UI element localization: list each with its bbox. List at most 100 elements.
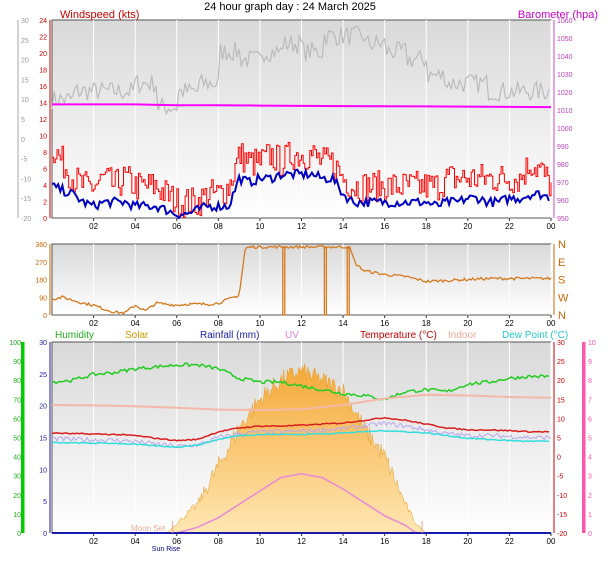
temperature-tick-label: 10 — [557, 416, 565, 423]
humidity-tick-label: 90 — [13, 359, 21, 366]
uv-tick-label: 8 — [588, 378, 592, 385]
baro-right-tick-label: 1030 — [557, 72, 573, 79]
temperature-tick-label: -20 — [557, 531, 567, 538]
rainfall-tick-label: 20 — [39, 404, 47, 411]
uv-tick-label: 3 — [588, 474, 592, 481]
rainfall-tick-label: 0 — [43, 531, 47, 538]
humidity-tick-label: 30 — [13, 474, 21, 481]
legend-item: UV — [285, 330, 299, 341]
uv-tick-label: 6 — [588, 416, 592, 423]
uv-line — [176, 473, 417, 534]
temperature-tick-label: 30 — [557, 340, 565, 347]
humidity-tick-label: 100 — [9, 340, 21, 347]
env-xtick-label: 04 — [131, 537, 140, 546]
wind-xtick-label: 04 — [131, 222, 140, 231]
uv-tick-label: 9 — [588, 359, 592, 366]
rainfall-tick-label: 15 — [39, 436, 47, 443]
wind-outer-tick-label: 5 — [21, 117, 25, 124]
baro-right-tick-label: 950 — [557, 216, 569, 223]
winddir-left-tick-label: 270 — [35, 260, 47, 267]
humidity-tick-label: 10 — [13, 512, 21, 519]
winddir-xtick-label: 12 — [297, 319, 306, 328]
winddir-compass-label: W — [558, 292, 569, 304]
wind-left-tick-label: 24 — [39, 18, 47, 25]
windspeed-average-line — [51, 167, 550, 220]
baro-right-tick-label: 1010 — [557, 108, 573, 115]
wind-left-tick-label: 0 — [43, 216, 47, 223]
uv-tick-label: 7 — [588, 397, 592, 404]
legend-item: Humidity — [55, 330, 94, 341]
indoor-temperature-line — [51, 393, 552, 412]
wind-outer-tick-label: 30 — [21, 18, 29, 25]
windspeed-gust-line — [52, 141, 552, 219]
winddir-compass-label: N — [558, 310, 566, 322]
wind-xtick-label: 10 — [255, 222, 264, 231]
wind-left-tick-label: 2 — [43, 200, 47, 207]
temperature-tick-label: 15 — [557, 397, 565, 404]
winddir-xtick-label: 10 — [255, 319, 264, 328]
wind-outer-tick-label: 0 — [21, 137, 25, 144]
legend-item: Temperature (°C) — [360, 330, 437, 341]
sun-rise-annotation: Sun Rise — [152, 546, 181, 553]
winddir-xtick-label: 08 — [214, 319, 223, 328]
winddir-xtick-label: 22 — [505, 319, 514, 328]
wind-outer-tick-label: -15 — [21, 196, 31, 203]
rainfall-tick-label: 5 — [43, 499, 47, 506]
temperature-tick-label: 20 — [557, 378, 565, 385]
rainfall-tick-label: 25 — [39, 372, 47, 379]
wind-xtick-label: 18 — [422, 222, 431, 231]
winddir-left-tick-label: 360 — [35, 242, 47, 249]
env-xtick-label: 20 — [463, 537, 472, 546]
wind-xtick-label: 06 — [172, 222, 181, 231]
wind-left-tick-label: 4 — [43, 183, 47, 190]
winddir-compass-label: E — [558, 257, 565, 269]
dewpoint-line — [51, 429, 549, 449]
wind-outer-tick-label: 20 — [21, 58, 29, 65]
env-xtick-label: 22 — [505, 537, 514, 546]
wind-xtick-label: 12 — [297, 222, 306, 231]
moon-set-annotation: Moon Set — [131, 524, 166, 533]
winddir-xtick-label: 14 — [339, 319, 348, 328]
env-xtick-label: 02 — [89, 537, 98, 546]
winddir-compass-label: S — [558, 275, 565, 287]
wind-xtick-label: 22 — [505, 222, 514, 231]
baro-right-tick-label: 960 — [557, 198, 569, 205]
wind-xtick-label: 08 — [214, 222, 223, 231]
wind-left-tick-label: 22 — [39, 35, 47, 42]
winddir-xtick-label: 04 — [131, 319, 140, 328]
winddir-left-tick-label: 180 — [35, 278, 47, 285]
wind-left-tick-label: 16 — [39, 84, 47, 91]
solar-area — [166, 362, 428, 534]
env-xtick-label: 10 — [255, 537, 264, 546]
baro-right-tick-label: 1050 — [557, 36, 573, 43]
env-xtick-label: 08 — [214, 537, 223, 546]
wind-outer-tick-label: -5 — [21, 157, 27, 164]
rainfall-tick-label: 30 — [39, 340, 47, 347]
env-xtick-label: 12 — [297, 537, 306, 546]
wind-xtick-label: 20 — [463, 222, 472, 231]
legend-item: Dew Point (°C) — [502, 330, 568, 341]
baro-right-tick-label: 1000 — [557, 126, 573, 133]
humidity-tick-label: 50 — [13, 436, 21, 443]
baro-right-tick-label: 990 — [557, 144, 569, 151]
wind-outer-tick-label: 10 — [21, 97, 29, 104]
humidity-tick-label: 80 — [13, 378, 21, 385]
humidity-axis-bar — [21, 342, 24, 533]
baro-right-tick-label: 1020 — [557, 90, 573, 97]
env-xtick-label: 16 — [380, 537, 389, 546]
winddir-xtick-label: 06 — [172, 319, 181, 328]
humidity-tick-label: 20 — [13, 493, 21, 500]
wind-left-tick-label: 12 — [39, 117, 47, 124]
baro-right-tick-label: 1040 — [557, 54, 573, 61]
rainfall-tick-label: 10 — [39, 467, 47, 474]
env-xtick-label: 14 — [339, 537, 348, 546]
baro-right-tick-label: 970 — [557, 180, 569, 187]
baro-right-tick-label: 980 — [557, 162, 569, 169]
temperature-tick-label: -15 — [557, 512, 567, 519]
wind-direction-spike — [282, 246, 286, 316]
wind-left-tick-label: 10 — [39, 134, 47, 141]
temperature-tick-label: 25 — [557, 359, 565, 366]
humidity-tick-label: 40 — [13, 455, 21, 462]
wind-outer-tick-label: -20 — [21, 216, 31, 223]
